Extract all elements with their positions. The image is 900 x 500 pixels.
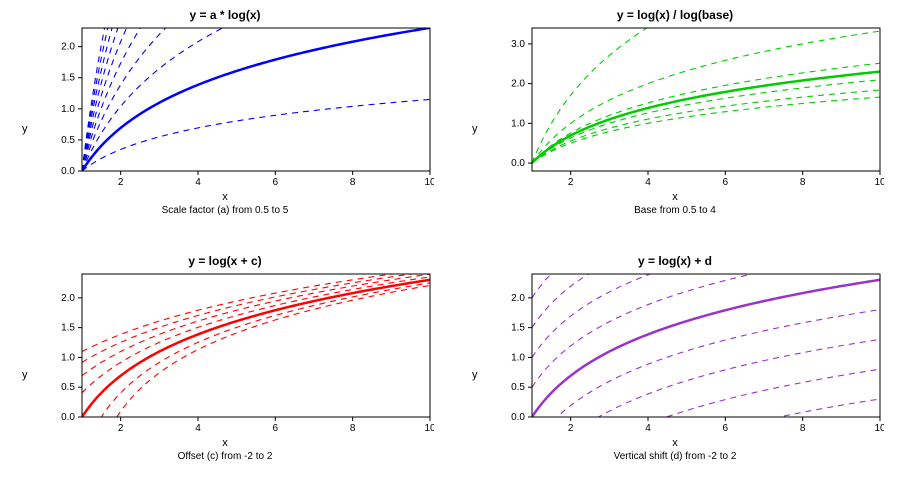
panel-3: y = log(x + c) y 2 4 6 8 10 0.0 0.5 1.0 1.5 2.0 x… [10, 254, 440, 496]
panel-4-title: y = log(x) + d [460, 254, 890, 268]
panel-2-ylabel: y [472, 123, 478, 135]
svg-text:10: 10 [424, 177, 434, 188]
svg-text:6: 6 [723, 423, 729, 434]
panel-1-xlabel: x [10, 191, 440, 203]
svg-text:2.0: 2.0 [61, 293, 75, 304]
svg-text:4: 4 [195, 177, 201, 188]
panel-1-ylabel: y [22, 123, 28, 135]
svg-text:0.0: 0.0 [61, 166, 75, 177]
svg-text:4: 4 [645, 177, 651, 188]
svg-text:10: 10 [874, 177, 884, 188]
svg-text:1.0: 1.0 [511, 118, 525, 129]
panel-2-plot: 2 4 6 8 10 0.0 1.0 2.0 3.0 [504, 24, 884, 189]
svg-text:0.5: 0.5 [61, 135, 75, 146]
svg-text:1.5: 1.5 [61, 73, 75, 84]
panel-3-xlabel: x [10, 437, 440, 449]
panel-3-ylabel: y [22, 369, 28, 381]
svg-text:3.0: 3.0 [511, 39, 525, 50]
panel-2: y = log(x) / log(base) y 2 4 6 8 10 0.0 1.0 2.0… [460, 8, 890, 250]
svg-text:2.0: 2.0 [511, 79, 525, 90]
svg-text:8: 8 [800, 177, 806, 188]
chart-grid: y = a * log(x) y 2 4 6 8 10 0.0 0.5 1.0 1.5 2.0 x… [0, 0, 900, 500]
svg-text:2: 2 [118, 177, 124, 188]
panel-1: y = a * log(x) y 2 4 6 8 10 0.0 0.5 1.0 1.5 2.0 x… [10, 8, 440, 250]
svg-text:1.0: 1.0 [511, 352, 525, 363]
panel-4-ylabel: y [472, 369, 478, 381]
svg-text:2.0: 2.0 [511, 293, 525, 304]
panel-4: y = log(x) + d y 2 4 6 8 10 0.0 0.5 1.0 1.5 2.0 x… [460, 254, 890, 496]
svg-text:10: 10 [874, 423, 884, 434]
svg-text:8: 8 [800, 423, 806, 434]
panel-4-subtitle: Vertical shift (d) from -2 to 2 [460, 451, 890, 462]
svg-text:4: 4 [645, 423, 651, 434]
svg-text:2: 2 [568, 423, 574, 434]
panel-3-plot: 2 4 6 8 10 0.0 0.5 1.0 1.5 2.0 [54, 270, 434, 435]
svg-text:0.0: 0.0 [511, 158, 525, 169]
panel-2-title: y = log(x) / log(base) [460, 8, 890, 22]
panel-3-title: y = log(x + c) [10, 254, 440, 268]
panel-4-xlabel: x [460, 437, 890, 449]
svg-text:8: 8 [350, 423, 356, 434]
svg-text:1.0: 1.0 [61, 104, 75, 115]
svg-text:0.5: 0.5 [511, 382, 525, 393]
svg-text:1.0: 1.0 [61, 352, 75, 363]
panel-1-subtitle: Scale factor (a) from 0.5 to 5 [10, 205, 440, 216]
svg-text:6: 6 [723, 177, 729, 188]
svg-text:2: 2 [568, 177, 574, 188]
svg-text:0.5: 0.5 [61, 382, 75, 393]
svg-text:4: 4 [195, 423, 201, 434]
svg-text:1.5: 1.5 [511, 323, 525, 334]
svg-text:1.5: 1.5 [61, 323, 75, 334]
panel-1-title: y = a * log(x) [10, 8, 440, 22]
svg-text:2: 2 [118, 423, 124, 434]
panel-2-xlabel: x [460, 191, 890, 203]
svg-text:6: 6 [273, 177, 279, 188]
svg-text:0.0: 0.0 [511, 412, 525, 423]
panel-3-subtitle: Offset (c) from -2 to 2 [10, 451, 440, 462]
svg-text:2.0: 2.0 [61, 42, 75, 53]
svg-text:6: 6 [273, 423, 279, 434]
svg-text:8: 8 [350, 177, 356, 188]
svg-text:0.0: 0.0 [61, 412, 75, 423]
panel-2-subtitle: Base from 0.5 to 4 [460, 205, 890, 216]
svg-text:10: 10 [424, 423, 434, 434]
panel-4-plot: 2 4 6 8 10 0.0 0.5 1.0 1.5 2.0 [504, 270, 884, 435]
panel-1-plot: 2 4 6 8 10 0.0 0.5 1.0 1.5 2.0 [54, 24, 434, 189]
